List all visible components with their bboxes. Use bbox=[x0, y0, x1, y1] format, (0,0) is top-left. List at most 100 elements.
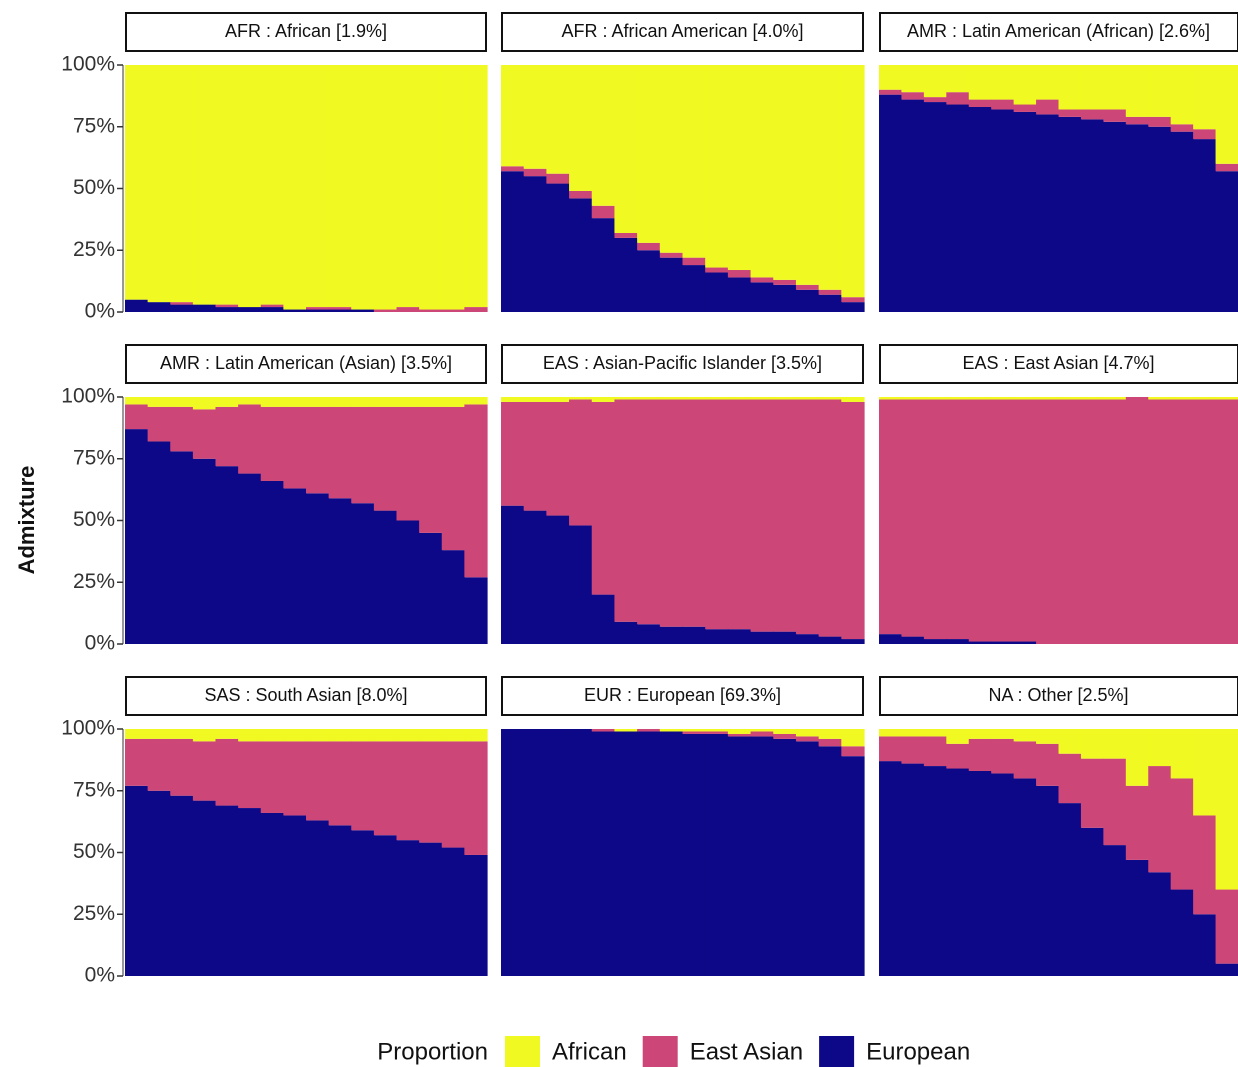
bar-segment bbox=[464, 741, 488, 855]
bar-segment bbox=[396, 397, 420, 407]
bar-segment bbox=[841, 397, 865, 402]
bar-segment bbox=[773, 284, 797, 312]
bar-segment bbox=[614, 729, 638, 732]
bar-segment bbox=[773, 279, 797, 285]
bar-segment bbox=[705, 733, 729, 976]
bar-segment bbox=[818, 636, 842, 644]
bar-segment bbox=[637, 731, 661, 976]
bar-segment bbox=[901, 399, 925, 637]
bar-segment bbox=[705, 397, 729, 400]
bar-segment bbox=[523, 510, 547, 644]
y-tick-label: 75% bbox=[73, 446, 115, 469]
facet-strip bbox=[501, 676, 864, 716]
bar-segment bbox=[1080, 65, 1104, 110]
bar-segment bbox=[682, 733, 706, 976]
bar-segment bbox=[637, 250, 661, 312]
bar-segment bbox=[1013, 741, 1037, 779]
bar-segment bbox=[1170, 399, 1194, 644]
bar-segment bbox=[818, 294, 842, 312]
bar-segment bbox=[682, 731, 706, 734]
bar-segment bbox=[659, 257, 684, 312]
bar-segment bbox=[879, 89, 903, 95]
bar-segment bbox=[923, 397, 947, 400]
bar-segment bbox=[215, 65, 239, 305]
bar-segment bbox=[1036, 397, 1060, 400]
bar-segment bbox=[1125, 65, 1149, 117]
bar-segment bbox=[1170, 397, 1194, 400]
y-tick-label: 25% bbox=[73, 902, 115, 925]
bar-segment bbox=[238, 65, 262, 308]
bar-segment bbox=[306, 397, 330, 407]
bar-segment bbox=[946, 104, 970, 313]
bar-segment bbox=[773, 399, 797, 632]
bar-segment bbox=[1148, 872, 1172, 976]
bar-segment bbox=[419, 532, 443, 644]
facet-strip bbox=[125, 344, 487, 384]
bar-segment bbox=[946, 768, 970, 976]
bar-segment bbox=[328, 397, 352, 407]
bar-segment bbox=[1013, 111, 1037, 313]
bar-segment bbox=[901, 636, 925, 644]
bar-segment bbox=[841, 297, 865, 303]
facet-title: EAS : Asian-Pacific Islander [3.5%] bbox=[543, 353, 822, 373]
bar-segment bbox=[991, 773, 1015, 976]
bar-segment bbox=[396, 406, 420, 521]
bar-segment bbox=[750, 397, 774, 400]
bar-segment bbox=[546, 729, 570, 976]
bar-segment bbox=[170, 302, 194, 305]
bar-segment bbox=[419, 729, 443, 742]
bar-segment bbox=[841, 401, 865, 640]
bar-segment bbox=[546, 173, 570, 184]
bar-segment bbox=[328, 307, 352, 310]
bar-segment bbox=[125, 738, 149, 786]
bar-segment bbox=[946, 92, 970, 105]
bar-segment bbox=[968, 99, 992, 107]
y-tick-label: 0% bbox=[85, 300, 115, 323]
bar-segment bbox=[1193, 129, 1217, 140]
bar-segment bbox=[795, 634, 820, 644]
bar-segment bbox=[170, 738, 194, 796]
bar-segment bbox=[614, 237, 638, 312]
y-tick-label: 50% bbox=[73, 508, 115, 531]
legend-swatch bbox=[505, 1036, 540, 1067]
bar-segment bbox=[260, 406, 284, 481]
bar-segment bbox=[260, 729, 284, 742]
bar-segment bbox=[1080, 729, 1104, 759]
bar-segment bbox=[1058, 753, 1082, 804]
facet-title: SAS : South Asian [8.0%] bbox=[204, 685, 407, 705]
bar-segment bbox=[396, 65, 420, 308]
bar-segment bbox=[795, 399, 820, 635]
bar-segment bbox=[750, 282, 774, 312]
bar-segment bbox=[879, 729, 903, 737]
bar-segment bbox=[1170, 131, 1194, 312]
bar-segment bbox=[818, 65, 842, 290]
y-tick-label: 100% bbox=[61, 53, 115, 76]
bar-segment bbox=[991, 399, 1015, 642]
bar-segment bbox=[1215, 399, 1238, 644]
bar-segment bbox=[923, 102, 947, 312]
bar-segment bbox=[306, 729, 330, 742]
bar-segment bbox=[705, 267, 729, 273]
bar-segment bbox=[373, 65, 398, 310]
bar-segment bbox=[795, 284, 820, 290]
bar-segment bbox=[682, 265, 706, 312]
bar-segment bbox=[818, 397, 842, 400]
bar-segment bbox=[1193, 914, 1217, 976]
bar-segment bbox=[170, 406, 194, 452]
bar-segment bbox=[260, 812, 284, 976]
bar-segment bbox=[946, 743, 970, 769]
bar-segment bbox=[682, 626, 706, 644]
bar-segment bbox=[238, 307, 262, 312]
bar-segment bbox=[351, 729, 375, 742]
bar-segment bbox=[614, 399, 638, 622]
bar-segment bbox=[328, 741, 352, 826]
bar-segment bbox=[1058, 65, 1082, 110]
bar-segment bbox=[396, 307, 420, 312]
bar-segment bbox=[170, 397, 194, 407]
bar-segment bbox=[441, 550, 465, 644]
bar-segment bbox=[170, 729, 194, 739]
bar-segment bbox=[637, 399, 661, 625]
bar-segment bbox=[991, 65, 1015, 100]
bar-segment bbox=[727, 399, 752, 630]
bar-segment bbox=[923, 736, 947, 767]
